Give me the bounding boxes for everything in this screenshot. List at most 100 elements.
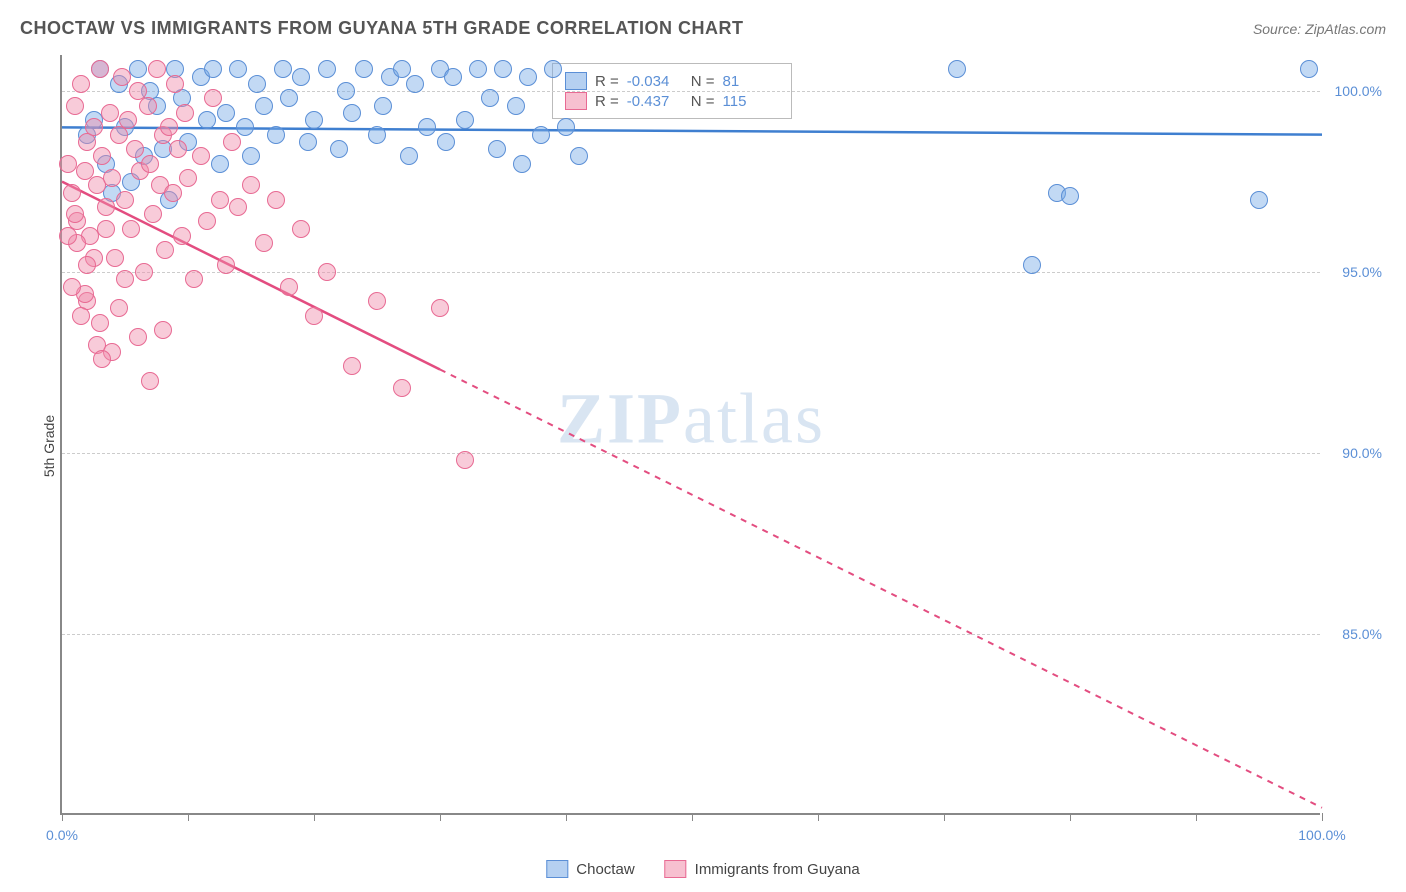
x-tick	[944, 813, 945, 821]
source-name: ZipAtlas.com	[1305, 21, 1386, 37]
data-point	[488, 140, 506, 158]
data-point	[456, 451, 474, 469]
chart-title: CHOCTAW VS IMMIGRANTS FROM GUYANA 5TH GR…	[20, 18, 744, 39]
legend-N-label: N =	[691, 93, 715, 110]
header-row: CHOCTAW VS IMMIGRANTS FROM GUYANA 5TH GR…	[20, 18, 1386, 39]
data-point	[948, 60, 966, 78]
data-point	[85, 118, 103, 136]
data-point	[122, 220, 140, 238]
data-point	[116, 270, 134, 288]
data-point	[166, 75, 184, 93]
data-point	[113, 68, 131, 86]
data-point	[400, 147, 418, 165]
data-point	[494, 60, 512, 78]
data-point	[570, 147, 588, 165]
data-point	[513, 155, 531, 173]
data-point	[91, 60, 109, 78]
data-point	[267, 126, 285, 144]
data-point	[59, 155, 77, 173]
series-legend-label: Immigrants from Guyana	[695, 861, 860, 878]
data-point	[305, 307, 323, 325]
data-point	[192, 147, 210, 165]
data-point	[343, 357, 361, 375]
data-point	[66, 97, 84, 115]
data-point	[78, 256, 96, 274]
data-point	[63, 278, 81, 296]
data-point	[135, 263, 153, 281]
data-point	[292, 68, 310, 86]
series-legend-item: Choctaw	[546, 860, 634, 878]
data-point	[1061, 187, 1079, 205]
data-point	[374, 97, 392, 115]
data-point	[292, 220, 310, 238]
data-point	[229, 198, 247, 216]
data-point	[242, 147, 260, 165]
data-point	[280, 278, 298, 296]
watermark: ZIPatlas	[557, 377, 825, 460]
data-point	[169, 140, 187, 158]
data-point	[1300, 60, 1318, 78]
data-point	[343, 104, 361, 122]
data-point	[63, 184, 81, 202]
data-point	[139, 97, 157, 115]
y-tick-label: 85.0%	[1342, 626, 1382, 642]
data-point	[211, 155, 229, 173]
data-point	[129, 328, 147, 346]
data-point	[318, 263, 336, 281]
data-point	[97, 220, 115, 238]
source-prefix: Source:	[1253, 21, 1305, 37]
data-point	[198, 111, 216, 129]
data-point	[242, 176, 260, 194]
data-point	[72, 307, 90, 325]
legend-row: R =-0.034N =81	[565, 72, 779, 90]
x-tick	[1196, 813, 1197, 821]
gridline-h	[62, 272, 1320, 273]
data-point	[255, 234, 273, 252]
data-point	[156, 241, 174, 259]
data-point	[141, 155, 159, 173]
data-point	[103, 169, 121, 187]
y-tick-label: 100.0%	[1335, 83, 1382, 99]
legend-R-value: -0.034	[627, 73, 683, 90]
regression-lines	[62, 55, 1322, 815]
data-point	[418, 118, 436, 136]
data-point	[305, 111, 323, 129]
data-point	[557, 118, 575, 136]
data-point	[59, 227, 77, 245]
x-tick	[566, 813, 567, 821]
legend-swatch	[565, 72, 587, 90]
data-point	[204, 60, 222, 78]
legend-N-label: N =	[691, 73, 715, 90]
data-point	[179, 169, 197, 187]
data-point	[72, 75, 90, 93]
data-point	[185, 270, 203, 288]
data-point	[330, 140, 348, 158]
data-point	[248, 75, 266, 93]
data-point	[368, 292, 386, 310]
data-point	[274, 60, 292, 78]
data-point	[106, 249, 124, 267]
data-point	[1023, 256, 1041, 274]
data-point	[393, 379, 411, 397]
data-point	[154, 321, 172, 339]
data-point	[236, 118, 254, 136]
data-point	[101, 104, 119, 122]
y-axis-title: 5th Grade	[41, 415, 57, 477]
data-point	[164, 184, 182, 202]
data-point	[119, 111, 137, 129]
x-tick	[440, 813, 441, 821]
x-tick	[62, 813, 63, 821]
data-point	[280, 89, 298, 107]
data-point	[217, 256, 235, 274]
series-legend-label: Choctaw	[576, 861, 634, 878]
data-point	[116, 191, 134, 209]
data-point	[211, 191, 229, 209]
data-point	[406, 75, 424, 93]
gridline-h	[62, 634, 1320, 635]
x-tick	[314, 813, 315, 821]
legend-N-value: 115	[723, 93, 779, 110]
data-point	[437, 133, 455, 151]
data-point	[431, 299, 449, 317]
legend-swatch	[565, 92, 587, 110]
y-tick-label: 95.0%	[1342, 264, 1382, 280]
